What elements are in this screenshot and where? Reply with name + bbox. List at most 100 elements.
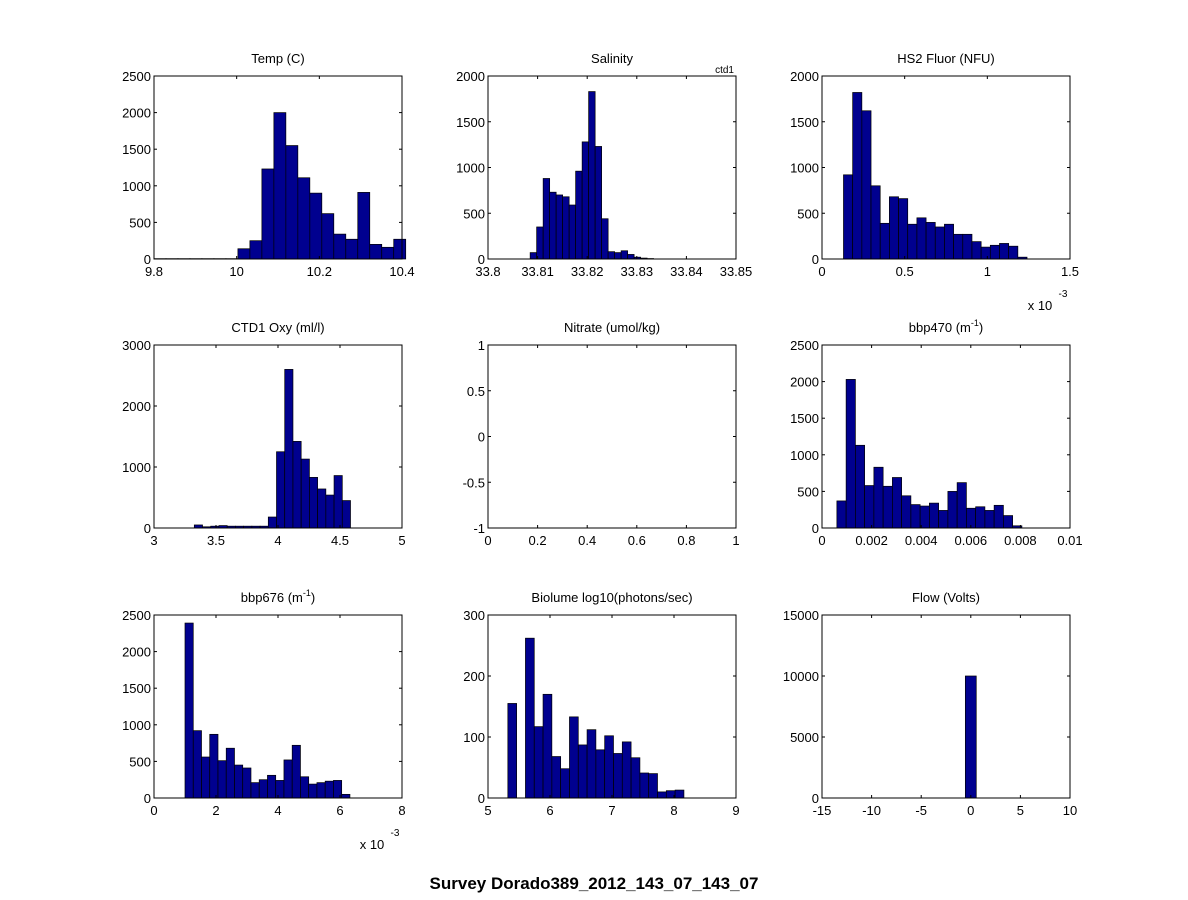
- histogram-bar: [333, 475, 343, 529]
- histogram-bar: [267, 516, 277, 529]
- histogram-bar: [317, 488, 327, 529]
- histogram-bar: [283, 759, 293, 799]
- histogram-bar: [261, 168, 275, 260]
- title-text: Salinity: [591, 51, 633, 66]
- y-tick-label: 0: [812, 791, 819, 806]
- histogram-bar: [870, 185, 881, 260]
- axes-box: [487, 75, 737, 260]
- x-tick-label: 10.4: [389, 264, 414, 279]
- histogram-bar: [594, 146, 602, 260]
- histogram-bar: [560, 768, 570, 799]
- histogram-bar: [381, 246, 395, 260]
- title-text: Biolume log10(photons/sec): [531, 590, 692, 605]
- histogram-bar: [648, 773, 658, 799]
- histogram-bar: [919, 505, 930, 529]
- histogram-bar: [1003, 515, 1013, 529]
- title-text: HS2 Fluor (NFU): [897, 51, 995, 66]
- x-tick-label: 33.84: [670, 264, 703, 279]
- subplot-1: 9.8 10 10.2 10.4 0 500 1000 1500 2000 2500 Temp (C…: [122, 51, 415, 279]
- x-tick-label: 7: [608, 803, 615, 818]
- corner-label: ctd1: [715, 65, 734, 76]
- x-tick-label: -5: [915, 803, 927, 818]
- histogram-bar: [273, 112, 287, 260]
- x-tick-label: 5: [1017, 803, 1024, 818]
- histogram-bar: [309, 192, 323, 260]
- x-tick-label: 1: [984, 264, 991, 279]
- title-text-end: ): [979, 320, 983, 335]
- x-tick-label: 4: [274, 533, 281, 548]
- histogram-bar: [595, 749, 606, 799]
- y-tick-label: 500: [129, 215, 151, 230]
- histogram-bar: [258, 779, 268, 799]
- histogram-bar: [308, 783, 318, 799]
- subplot-title: CTD1 Oxy (ml/l): [231, 320, 324, 335]
- histogram-bar: [555, 194, 564, 260]
- y-tick-label: 500: [797, 484, 819, 499]
- histogram-bar: [971, 241, 982, 260]
- histogram-bar: [242, 767, 252, 799]
- histogram-bar: [980, 246, 991, 260]
- x-tick-label: 3: [150, 533, 157, 548]
- histogram-bar: [925, 222, 936, 260]
- y-tick-label: 200: [463, 669, 485, 684]
- histogram-bar: [542, 178, 551, 260]
- title-text: Nitrate (umol/kg): [564, 320, 660, 335]
- histogram-bar: [901, 495, 912, 529]
- subplot-2: 33.8 33.81 33.82 33.83 33.84 33.85 0 500 1000 150…: [456, 51, 752, 279]
- y-tick-label: 1500: [790, 411, 819, 426]
- histogram-bar: [916, 217, 927, 260]
- subplot-4: 3 3.5 4 4.5 5 0 1000 2000 3000 CTD1 Oxy (ml/l): [122, 320, 406, 548]
- x-axis-multiplier-exponent: -3: [1059, 289, 1068, 300]
- histogram-bar: [938, 510, 949, 529]
- histogram-bar: [898, 198, 909, 260]
- subplot-8: 5 6 7 8 9 0 100 200 300 Biolume log10(photons/sec…: [463, 590, 739, 818]
- histogram-bar: [907, 223, 918, 260]
- histogram-bar: [929, 502, 939, 529]
- histogram-bar: [393, 238, 407, 260]
- x-tick-label: 0: [818, 533, 825, 548]
- histogram-bar: [341, 500, 351, 529]
- histogram-bar: [964, 675, 977, 799]
- histogram-bar: [882, 485, 893, 529]
- y-tick-label: 1000: [456, 161, 485, 176]
- y-tick-label: 0: [478, 252, 485, 267]
- x-tick-label: 6: [336, 803, 343, 818]
- x-tick-label: 33.83: [621, 264, 654, 279]
- x-tick-label: 0.002: [855, 533, 888, 548]
- title-superscript: -1: [971, 318, 979, 328]
- histogram-bar: [324, 780, 334, 799]
- y-tick-label: 0: [478, 791, 485, 806]
- histogram-bar: [357, 192, 371, 260]
- title-text: bbp470 (m: [909, 320, 971, 335]
- histogram-bar: [581, 141, 589, 260]
- subplot-6: 0 0.002 0.004 0.006 0.008 0.01 0 500 1000 1500 200…: [790, 318, 1083, 548]
- histogram-bar: [879, 222, 890, 260]
- histogram-bar: [267, 774, 277, 799]
- y-tick-label: 0: [812, 521, 819, 536]
- histogram-bar: [1008, 245, 1019, 260]
- y-tick-label: 1000: [122, 460, 151, 475]
- x-axis-multiplier-exponent: -3: [391, 828, 400, 839]
- y-tick-label: 2000: [122, 645, 151, 660]
- x-axis-multiplier: x 10: [360, 837, 385, 852]
- subplot-title: bbp676 (m-1): [241, 588, 316, 605]
- title-text: Temp (C): [251, 51, 304, 66]
- x-tick-label: 2: [212, 803, 219, 818]
- subplot-title: Temp (C): [251, 51, 304, 66]
- figure-suptitle: Survey Dorado389_2012_143_07_143_07: [429, 874, 759, 893]
- histogram-bar: [533, 726, 544, 799]
- histogram-bar: [529, 252, 538, 260]
- histogram-bar: [536, 226, 544, 260]
- histogram-bar: [621, 741, 632, 799]
- title-text-end: ): [311, 590, 315, 605]
- histogram-bar: [209, 733, 219, 799]
- histogram-bar: [989, 244, 1000, 260]
- histogram-bar: [300, 458, 310, 529]
- histogram-bar: [201, 756, 211, 799]
- x-tick-label: 33.82: [571, 264, 604, 279]
- histogram-bar: [250, 782, 260, 799]
- subplot-3: 0 0.5 1 1.5 0 500 1000 1500 2000 HS2 Fluor (NFU) x…: [790, 51, 1079, 313]
- title-text: bbp676 (m: [241, 590, 303, 605]
- x-tick-label: 3.5: [207, 533, 225, 548]
- x-tick-label: -15: [813, 803, 832, 818]
